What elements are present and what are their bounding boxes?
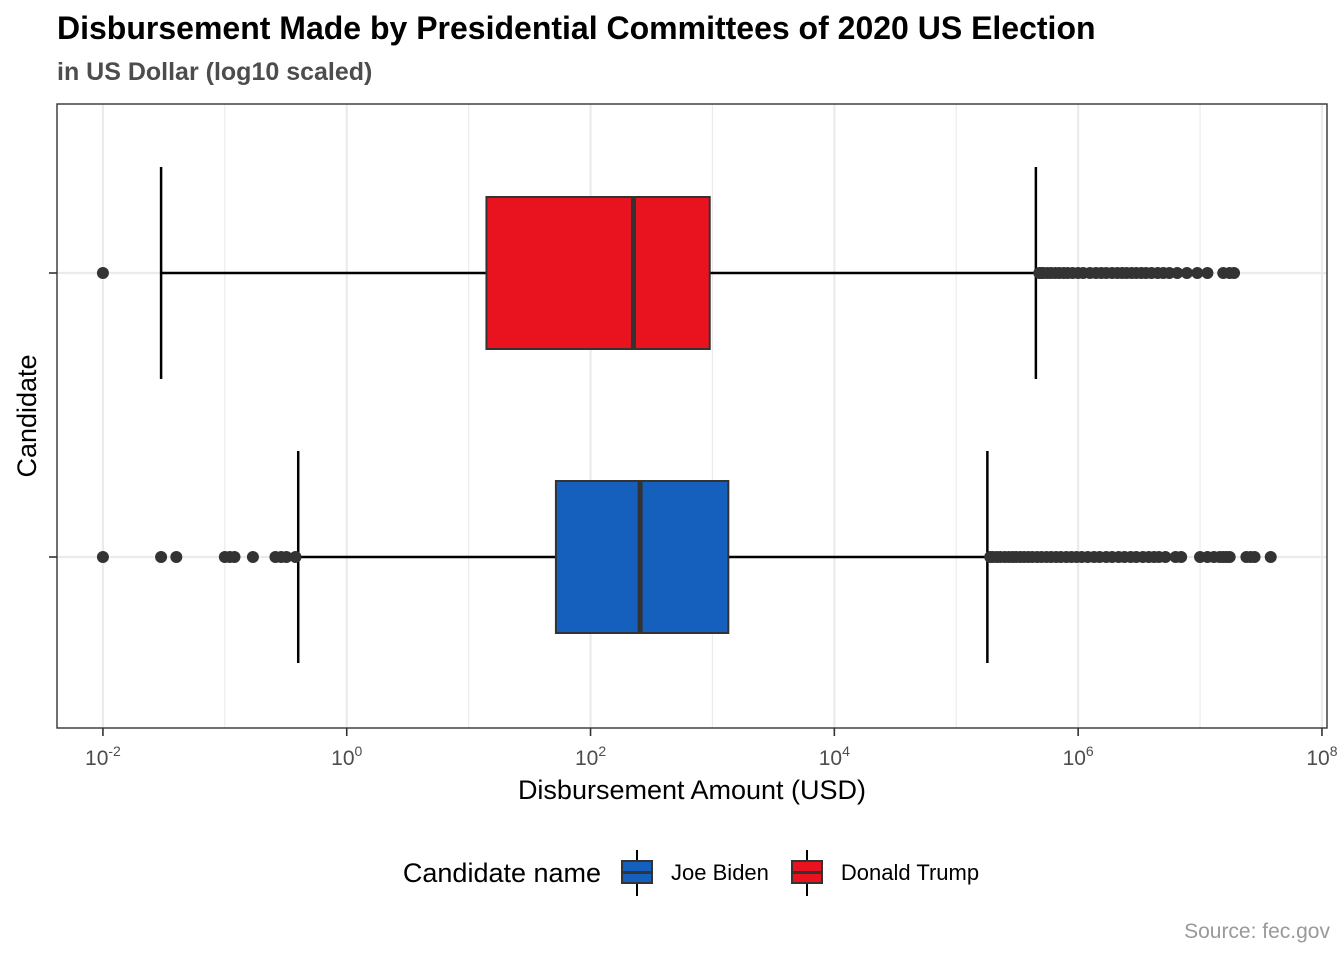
outlier-point <box>1159 551 1172 563</box>
boxplot-chart: 10-2 100 102 104 106 108 Disbursement Amount … <box>12 103 1338 805</box>
legend-label-joe-biden: Joe Biden <box>671 860 769 885</box>
outlier-point <box>1175 551 1188 563</box>
x-tick-label: 104 <box>819 743 850 770</box>
outlier-point <box>1171 267 1184 279</box>
outlier-point <box>1248 551 1261 563</box>
y-axis-title: Candidate <box>12 354 42 477</box>
outlier-point <box>155 551 168 563</box>
legend-label-donald-trump: Donald Trump <box>840 860 980 885</box>
outlier-point <box>289 551 302 563</box>
chart-title: Disbursement Made by Presidential Commit… <box>57 10 1096 46</box>
outlier-point <box>96 551 109 563</box>
box-layer <box>96 167 1277 663</box>
x-tick-label: 108 <box>1306 743 1337 770</box>
legend-key-joe-biden <box>619 850 654 896</box>
panel-border <box>56 103 1328 729</box>
x-tick-label: 100 <box>331 743 362 770</box>
box-joe-biden <box>96 451 1277 663</box>
legend-key-donald-trump <box>789 850 823 896</box>
legend-title: Candidate name <box>402 857 602 888</box>
outlier-point <box>1228 267 1241 279</box>
x-tick-label: 10-2 <box>85 743 121 770</box>
axes: 10-2 100 102 104 106 108 <box>49 272 1338 770</box>
outlier-point <box>1264 551 1277 563</box>
x-tick-label: 106 <box>1063 743 1094 770</box>
outlier-point <box>228 551 241 563</box>
x-axis-title: Disbursement Amount (USD) <box>518 775 866 805</box>
outlier-point <box>96 267 109 279</box>
outlier-point <box>1201 267 1214 279</box>
iqr-box <box>485 196 711 350</box>
outlier-point <box>1180 267 1193 279</box>
box-donald-trump <box>96 167 1241 379</box>
x-tick-label: 102 <box>575 743 606 770</box>
chart-subtitle: in US Dollar (log10 scaled) <box>57 58 373 86</box>
outlier-point <box>280 551 293 563</box>
outlier-point <box>1191 267 1204 279</box>
source-caption: Source: fec.gov <box>1184 920 1330 943</box>
outlier-point <box>170 551 183 563</box>
legend-item-donald-trump: Donald Trump <box>789 850 979 896</box>
outlier-point <box>246 551 259 563</box>
outlier-point <box>1223 551 1236 563</box>
legend: Candidate name Joe Biden Donald Trump <box>0 850 1344 896</box>
legend-item-joe-biden: Joe Biden <box>619 850 769 896</box>
